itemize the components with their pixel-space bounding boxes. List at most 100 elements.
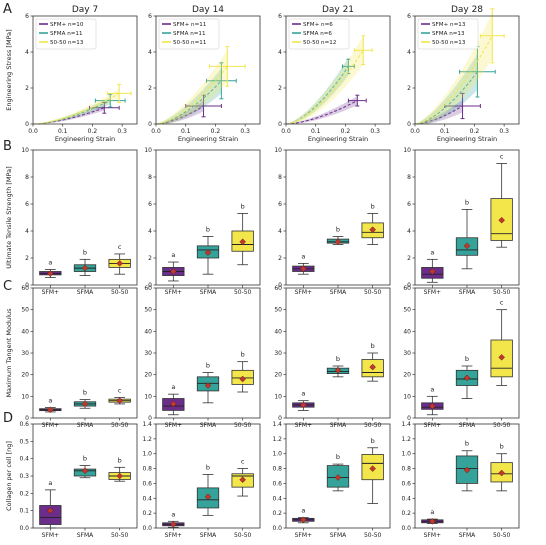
- mean-marker: [170, 268, 177, 275]
- y-tick-label: 2: [148, 85, 152, 92]
- y-tick-label: 4: [278, 228, 282, 235]
- x-tick-label: 0.2: [88, 128, 98, 135]
- significance-letter: b: [83, 248, 87, 256]
- significance-letter: b: [83, 455, 87, 463]
- x-tick-label: SFM+: [424, 422, 441, 429]
- significance-letter: b: [371, 202, 375, 210]
- series-band: [33, 88, 120, 124]
- mean-marker: [116, 472, 123, 480]
- y-tick-label: 6: [148, 13, 152, 20]
- x-tick-label: 0.0: [151, 128, 161, 135]
- xlabel: Engineering Strain: [178, 135, 238, 143]
- y-tick-label: 2: [278, 85, 282, 92]
- legend: SFM+ n=11 SFMA n=11 50-50 n=11: [158, 18, 220, 50]
- x-tick-label: 50-50: [364, 289, 382, 296]
- y-tick-label: 50: [274, 307, 282, 314]
- series-band: [286, 35, 364, 124]
- y-tick-label: 0: [407, 282, 411, 289]
- line-subplot-2: 0.0 0.1 0.2 0.3 0 2 4 6 Engineering Strain SFM+ n…: [278, 13, 391, 143]
- mean-marker: [116, 397, 123, 404]
- box-subplot-c-0: a SFM+ b SFMA c 50-50 0 10 20 30 40 50 60: [21, 285, 138, 429]
- axes-frame: [32, 15, 138, 125]
- y-tick-label: 10: [403, 393, 411, 400]
- mean-marker: [498, 469, 505, 477]
- x-tick-label: 0.1: [181, 128, 191, 135]
- y-tick-label: 8: [25, 174, 29, 181]
- x-tick-label: SFM+: [424, 532, 441, 539]
- x-tick-label: 0.3: [499, 128, 509, 135]
- y-tick-label: 0: [278, 282, 282, 289]
- box-subplot-b-2: a SFM+ b SFMA b 50-50 0 2 4 6 8 10: [274, 147, 391, 296]
- x-tick-label: 0.1: [311, 128, 321, 135]
- x-tick-label: SFM+: [295, 422, 312, 429]
- x-tick-label: SFMA: [77, 422, 94, 429]
- mean-marker: [170, 400, 177, 408]
- y-tick-label: 1.0: [272, 451, 282, 458]
- y-tick-label: 10: [144, 393, 152, 400]
- panel-letter: D: [3, 411, 13, 426]
- x-tick-label: 50-50: [493, 289, 511, 296]
- y-tick-label: 0.0: [272, 525, 282, 532]
- column-title: Day 28: [451, 5, 483, 15]
- axes-frame: [285, 149, 391, 286]
- x-tick-label: 50-50: [234, 532, 252, 539]
- x-tick-label: SFM+: [424, 289, 441, 296]
- legend-box: [417, 18, 479, 50]
- y-tick-label: 20: [274, 372, 282, 379]
- y-tick-label: 10: [274, 147, 282, 154]
- mean-marker: [498, 216, 505, 224]
- mean-marker: [429, 268, 436, 275]
- mean-marker: [239, 375, 246, 383]
- mean-marker: [81, 400, 89, 408]
- y-tick-label: 20: [21, 372, 29, 379]
- x-tick-label: 0.3: [370, 128, 380, 135]
- x-tick-label: 50-50: [493, 422, 511, 429]
- mean-marker: [334, 474, 342, 481]
- box-subplot-b-3: a SFM+ b SFMA c 50-50 0 2 4 6 8 10: [403, 147, 520, 296]
- significance-letter: b: [206, 225, 210, 233]
- series-band: [286, 57, 349, 124]
- x-tick-label: 50-50: [493, 532, 511, 539]
- y-tick-label: 30: [144, 350, 152, 357]
- y-tick-label: 0: [25, 282, 29, 289]
- mean-marker: [239, 476, 246, 483]
- series-line: [285, 100, 358, 125]
- panel-letter: C: [3, 279, 12, 294]
- y-tick-label: 30: [403, 350, 411, 357]
- significance-letter: a: [430, 385, 434, 393]
- significance-letter: a: [48, 258, 52, 266]
- x-tick-label: 0.0: [281, 128, 291, 135]
- x-tick-label: 50-50: [111, 422, 129, 429]
- y-tick-label: 2: [25, 255, 29, 262]
- y-tick-label: 20: [144, 372, 152, 379]
- box: [39, 505, 62, 525]
- y-tick-label: 30: [274, 350, 282, 357]
- ylabel-b: Ultimate Tensile Strength [MPa]: [5, 166, 13, 268]
- y-tick-label: 50: [144, 307, 152, 314]
- significance-letter: a: [171, 510, 175, 518]
- significance-letter: b: [371, 437, 375, 445]
- significance-letter: a: [171, 251, 175, 259]
- significance-letter: a: [301, 390, 305, 398]
- y-tick-label: 60: [21, 285, 29, 292]
- x-tick-label: 50-50: [364, 422, 382, 429]
- y-tick-label: 1.0: [142, 451, 152, 458]
- y-tick-label: 0.1: [19, 508, 29, 515]
- series-band: [156, 100, 204, 124]
- line-subplot-0: 0.0 0.1 0.2 0.3 0 2 4 6 Engineering Strain SFM+ n…: [25, 13, 138, 143]
- series-line: [32, 92, 120, 125]
- legend-box: [35, 18, 97, 50]
- significance-letter: c: [500, 153, 504, 161]
- y-tick-label: 4: [148, 49, 152, 56]
- x-tick-label: SFM+: [165, 532, 182, 539]
- significance-letter: a: [171, 383, 175, 391]
- mean-marker: [369, 465, 376, 472]
- axes-frame: [414, 149, 520, 286]
- x-tick-label: SFMA: [77, 289, 94, 296]
- legend-label: SFM+ n=13: [432, 22, 466, 28]
- x-tick-label: 50-50: [111, 532, 129, 539]
- x-tick-label: SFMA: [200, 422, 217, 429]
- column-title: Day 21: [322, 5, 354, 15]
- x-tick-label: SFM+: [165, 422, 182, 429]
